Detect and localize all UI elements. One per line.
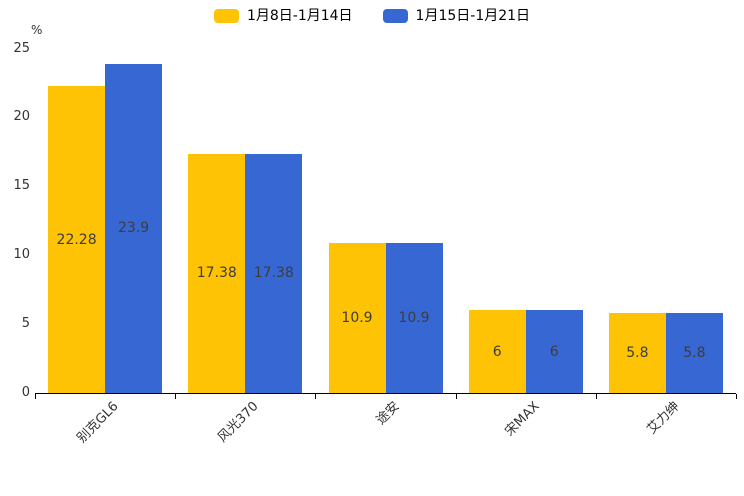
y-axis-unit-label: %	[31, 23, 43, 37]
legend-label: 1月8日-1月14日	[246, 8, 353, 24]
legend-item-0[interactable]: 1月8日-1月14日	[213, 7, 353, 25]
x-tick-mark	[455, 394, 457, 399]
bar-series0-4[interactable]: 5.8	[608, 313, 666, 393]
y-tick-label: 25	[13, 40, 30, 56]
category-label-4: 艾力绅	[644, 399, 683, 438]
bar-value-label: 23.9	[118, 220, 150, 237]
bar-value-label: 5.8	[683, 345, 706, 362]
x-tick-mark	[595, 394, 597, 399]
y-tick-label: 10	[13, 247, 30, 263]
x-axis-line	[35, 393, 736, 394]
y-tick-label: 15	[13, 178, 30, 194]
category-label-2: 途安	[373, 399, 403, 429]
bar-series0-2[interactable]: 10.9	[328, 242, 386, 393]
bar-value-label: 5.8	[626, 345, 649, 362]
bar-value-label: 10.9	[341, 309, 373, 326]
bar-series0-1[interactable]: 17.38	[188, 153, 246, 393]
x-tick-mark	[736, 394, 737, 399]
y-tick-label: 0	[21, 385, 30, 400]
bar-value-label: 6	[549, 343, 559, 360]
category-label-1: 风光370	[215, 399, 262, 446]
bar-value-label: 22.28	[56, 231, 97, 248]
legend-swatch-icon	[382, 9, 408, 23]
bar-value-label: 17.38	[196, 265, 237, 282]
bar-series1-1[interactable]: 17.38	[245, 153, 303, 393]
bar-series1-2[interactable]: 10.9	[385, 242, 443, 393]
bar-series1-3[interactable]: 6	[525, 310, 583, 393]
bar-value-label: 6	[492, 343, 502, 360]
x-tick-mark	[315, 394, 317, 399]
y-tick-label: 20	[13, 109, 30, 125]
bar-value-label: 10.9	[398, 309, 430, 326]
bar-series1-0[interactable]: 23.9	[105, 63, 163, 393]
legend: 1月8日-1月14日 1月15日-1月21日	[0, 7, 744, 25]
category-label-0: 别克GL6	[74, 399, 122, 447]
bar-series0-3[interactable]: 6	[468, 310, 526, 393]
bar-series0-0[interactable]: 22.28	[48, 86, 106, 393]
legend-swatch-icon	[213, 9, 239, 23]
category-label-3: 宋MAX	[501, 399, 543, 440]
legend-item-1[interactable]: 1月15日-1月21日	[382, 7, 531, 25]
y-tick-label: 5	[21, 316, 30, 332]
legend-label: 1月15日-1月21日	[415, 8, 531, 24]
x-tick-mark	[35, 394, 36, 399]
x-tick-mark	[175, 394, 177, 399]
bar-value-label: 17.38	[253, 265, 294, 282]
bar-series1-4[interactable]: 5.8	[665, 313, 723, 393]
